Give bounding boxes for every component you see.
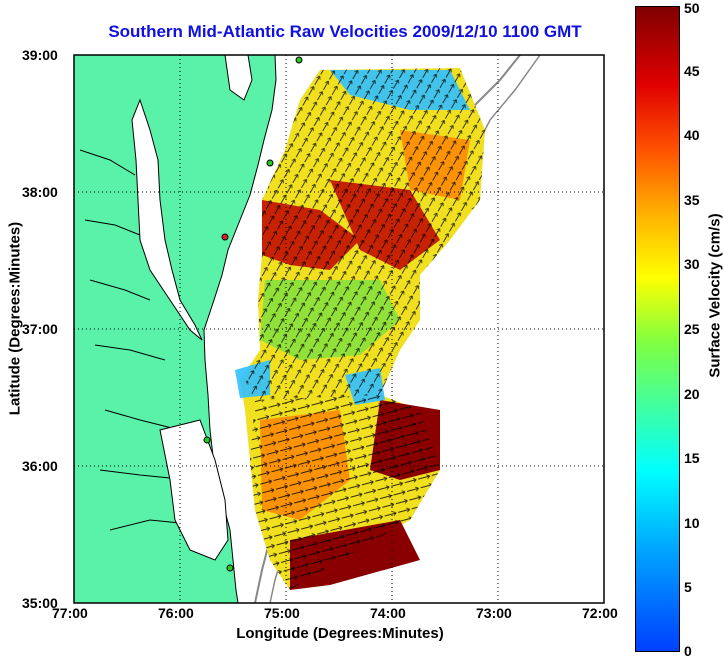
plot-frame [73,54,605,604]
delaware-bay [224,55,253,101]
x-tick-label: 74:00 [370,605,406,621]
colorbar-tick-label: 35 [684,191,700,208]
colorbar-tick-label: 50 [684,0,700,16]
x-tick-label: 75:00 [264,605,300,621]
y-tick-label: 35:00 [22,595,58,611]
map-title: Southern Mid-Atlantic Raw Velocities 200… [108,22,582,41]
station-marker [203,436,211,444]
colorbar-tick-label: 40 [684,127,700,144]
colorbar-label: Surface Velocity (cm/s) [706,213,724,378]
station-marker [266,159,274,167]
x-axis-label: Longitude (Degrees:Minutes) [236,625,444,642]
colorbar-tick-label: 25 [684,321,700,337]
grid [74,55,604,603]
station-marker [221,233,229,241]
colorbar-tick-label: 15 [684,450,700,467]
colorbar-tick-label: 5 [684,579,692,596]
velocity-arrows [245,68,485,400]
rivers [79,149,201,531]
colorbar-tick-label: 45 [684,62,700,79]
colorbar [635,6,680,652]
y-tick-label: 36:00 [22,458,58,474]
station-marker [226,564,234,572]
y-tick-label: 38:00 [22,184,58,200]
x-tick-label: 72:00 [582,605,618,621]
x-tick-label: 76:00 [158,605,194,621]
x-tick-label: 77:00 [52,605,88,621]
colorbar-tick-label: 30 [684,256,700,273]
y-axis-label: Latitude (Degrees:Minutes) [6,221,24,416]
colorbar-tick-label: 10 [684,514,700,531]
y-tick-label: 39:00 [22,47,58,63]
colorbar-tick-label: 20 [684,385,700,402]
station-marker [295,56,303,64]
colorbar-tick-label: 0 [684,643,692,659]
x-tick-label: 73:00 [476,605,512,621]
chesapeake-bay [131,98,203,341]
y-tick-label: 37:00 [22,321,58,337]
